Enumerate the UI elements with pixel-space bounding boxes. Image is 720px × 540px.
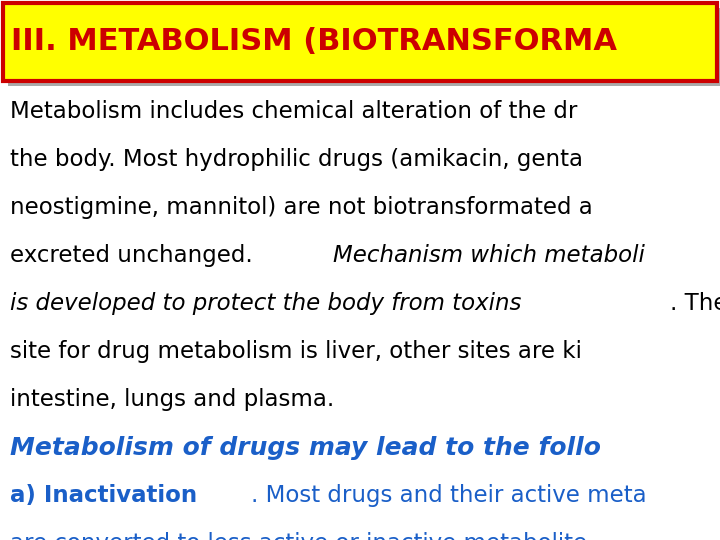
- Text: III. METABOLISM (BIOTRANSFORMA: III. METABOLISM (BIOTRANSFORMA: [11, 28, 617, 57]
- Text: intestine, lungs and plasma.: intestine, lungs and plasma.: [10, 388, 334, 411]
- Text: . The: . The: [670, 292, 720, 315]
- Text: Mechanism which metaboli: Mechanism which metaboli: [333, 244, 644, 267]
- Text: a) Inactivation: a) Inactivation: [10, 484, 197, 507]
- Text: is developed to protect the body from toxins: is developed to protect the body from to…: [10, 292, 521, 315]
- Text: . Most drugs and their active meta: . Most drugs and their active meta: [251, 484, 647, 507]
- FancyBboxPatch shape: [8, 8, 720, 86]
- Text: are converted to less active or inactive metabolite: are converted to less active or inactive…: [10, 532, 587, 540]
- Text: Metabolism of drugs may lead to the follo: Metabolism of drugs may lead to the foll…: [10, 436, 601, 460]
- Text: site for drug metabolism is liver, other sites are ki: site for drug metabolism is liver, other…: [10, 340, 582, 363]
- Text: neostigmine, mannitol) are not biotransformated a: neostigmine, mannitol) are not biotransf…: [10, 196, 593, 219]
- Text: excreted unchanged.: excreted unchanged.: [10, 244, 260, 267]
- Text: the body. Most hydrophilic drugs (amikacin, genta: the body. Most hydrophilic drugs (amikac…: [10, 148, 583, 171]
- FancyBboxPatch shape: [3, 3, 717, 81]
- Text: Metabolism includes chemical alteration of the dr: Metabolism includes chemical alteration …: [10, 100, 577, 123]
